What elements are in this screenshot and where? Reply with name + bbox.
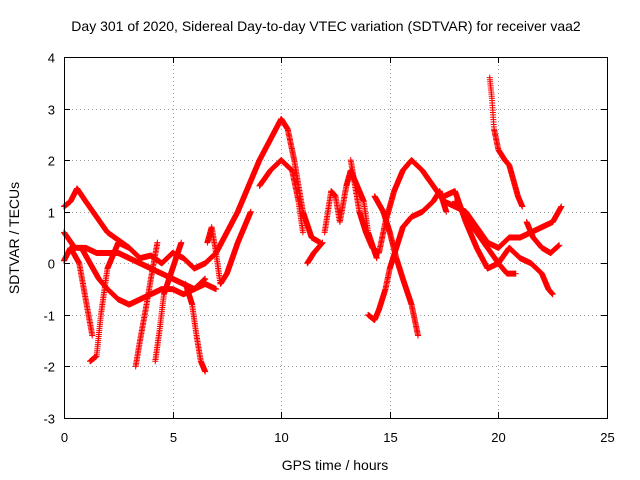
x-tick-label: 10 <box>274 430 288 445</box>
x-axis-label: GPS time / hours <box>282 457 389 473</box>
data-series-track-9 <box>204 208 254 287</box>
y-tick-label: 1 <box>48 206 55 221</box>
y-tick-label: 2 <box>48 154 55 169</box>
y-tick-label: -3 <box>43 412 55 427</box>
y-tick-label: 3 <box>48 103 55 118</box>
y-tick-label: -1 <box>43 309 55 324</box>
data-series-track-6 <box>132 239 161 370</box>
y-tick-label: 4 <box>48 51 55 66</box>
y-tick-label: 0 <box>48 257 55 272</box>
data-series-track-19 <box>523 219 563 256</box>
x-tick-label: 0 <box>61 430 68 445</box>
data-series-track-5 <box>87 239 133 365</box>
data-series-track-15 <box>371 193 422 339</box>
data-series-track-8 <box>182 280 209 375</box>
x-tick-label: 25 <box>600 430 614 445</box>
data-series-track-14 <box>365 188 450 324</box>
data-series-track-18 <box>486 74 526 210</box>
x-tick-label: 20 <box>491 430 505 445</box>
y-axis-label: SDTVAR / TECUs <box>6 182 22 294</box>
x-tick-label: 5 <box>170 430 177 445</box>
chart-title: Day 301 of 2020, Sidereal Day-to-day VTE… <box>71 18 581 34</box>
y-tick-label: -2 <box>43 360 55 375</box>
data-series-track-10 <box>256 157 306 236</box>
plot-border <box>64 57 608 419</box>
data-series-track-7 <box>152 239 185 365</box>
data-series-track-11 <box>304 239 326 267</box>
axis-ticks: 0 5 10 15 20 25 -3 -2 -1 0 1 2 3 4 <box>43 51 614 446</box>
data-points <box>61 74 565 375</box>
data-series-track-16 <box>441 188 556 298</box>
data-series-track-1 <box>61 115 324 272</box>
data-series-track-17 <box>451 198 519 277</box>
x-tick-label: 15 <box>383 430 397 445</box>
